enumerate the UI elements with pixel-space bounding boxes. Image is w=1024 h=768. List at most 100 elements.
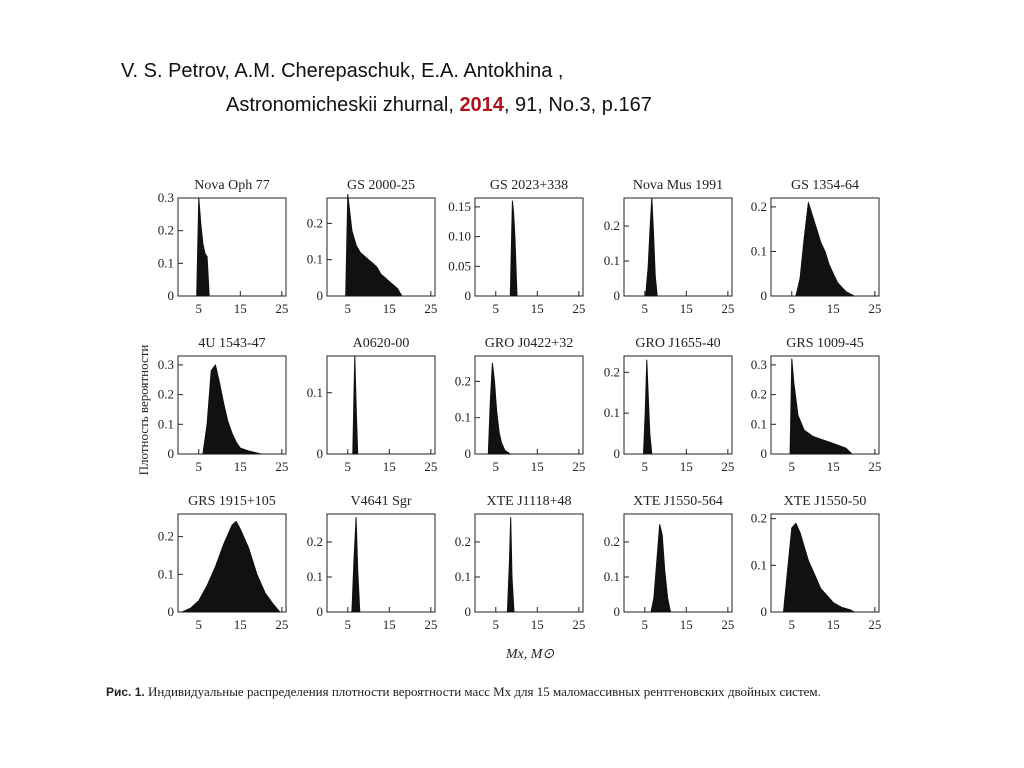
x-tick-label: 25 <box>868 301 881 316</box>
y-tick-label: 0 <box>168 604 175 619</box>
y-tick-label: 0 <box>168 446 175 461</box>
x-tick-label: 5 <box>345 459 352 474</box>
panel-12: V4641 Sgr 0 0.1 0.2 5 15 25 <box>307 494 438 632</box>
x-tick-label: 15 <box>383 301 396 316</box>
x-tick-label: 5 <box>345 617 352 632</box>
x-tick-label: 25 <box>572 617 585 632</box>
x-tick-label: 25 <box>275 617 288 632</box>
x-tick-label: 15 <box>680 301 693 316</box>
distribution-area <box>645 197 658 297</box>
x-tick-label: 5 <box>493 617 500 632</box>
x-tick-label: 25 <box>572 301 585 316</box>
panel-title: GRO J1655-40 <box>635 336 720 351</box>
y-tick-label: 0 <box>761 604 768 619</box>
x-tick-label: 25 <box>721 617 734 632</box>
distribution-area <box>345 193 403 297</box>
x-tick-label: 15 <box>531 617 544 632</box>
distribution-area <box>509 200 518 297</box>
x-tick-label: 25 <box>275 301 288 316</box>
y-tick-label: 0 <box>317 604 324 619</box>
panel-title: XTE J1118+48 <box>486 494 571 509</box>
y-tick-label: 0.10 <box>448 229 471 244</box>
y-tick-label: 0 <box>614 288 621 303</box>
y-tick-label: 0.2 <box>604 534 620 549</box>
panel-title: A0620-00 <box>353 336 410 351</box>
x-tick-label: 5 <box>642 301 649 316</box>
citation-volume-pages: , 91, No.3, p.167 <box>503 94 652 116</box>
x-tick-label: 5 <box>196 301 203 316</box>
y-tick-label: 0.2 <box>604 364 620 379</box>
distribution-area <box>181 521 281 613</box>
x-tick-label: 25 <box>424 459 437 474</box>
y-tick-label: 0.2 <box>751 199 767 214</box>
distribution-area <box>650 524 671 613</box>
y-tick-label: 0.1 <box>751 243 767 258</box>
y-tick-label: 0.2 <box>751 387 767 402</box>
y-tick-label: 0.1 <box>158 566 174 581</box>
distribution-area <box>783 522 855 613</box>
panel-4: Nova Mus 1991 0 0.1 0.2 5 15 25 <box>604 178 735 316</box>
distribution-area <box>789 358 853 455</box>
x-tick-label: 5 <box>642 617 649 632</box>
panel-title: GS 2023+338 <box>490 178 568 193</box>
y-tick-label: 0.2 <box>158 529 174 544</box>
panel-title: XTE J1550-564 <box>633 494 723 509</box>
citation-line-2: Astronomicheskii zhurnal, 2014, 91, No.3… <box>226 94 652 117</box>
citation-year: 2014 <box>459 94 504 116</box>
panel-frame <box>623 513 733 613</box>
y-tick-label: 0.2 <box>158 387 174 402</box>
y-tick-label: 0 <box>317 446 324 461</box>
y-tick-label: 0.05 <box>448 258 471 273</box>
y-tick-label: 0.15 <box>448 199 471 214</box>
x-tick-label: 15 <box>827 301 840 316</box>
citation-line-1: V. S. Petrov, A.M. Cherepaschuk, E.A. An… <box>121 60 564 82</box>
panel-15: XTE J1550-50 0 0.1 0.2 5 15 25 <box>751 494 882 632</box>
mass-distribution-figure: Плотность вероятности Mx, M⊙ Nova Oph 77… <box>136 178 882 662</box>
distribution-area <box>506 517 515 613</box>
caption-label: Рис. 1. <box>106 685 145 699</box>
x-tick-label: 5 <box>493 459 500 474</box>
distribution-area <box>487 362 511 455</box>
y-tick-label: 0.3 <box>751 357 767 372</box>
y-tick-label: 0.1 <box>307 385 323 400</box>
figure-x-axis-label: Mx, M⊙ <box>505 647 555 662</box>
citation-journal: Astronomicheskii zhurnal, <box>226 94 460 116</box>
y-tick-label: 0 <box>465 288 472 303</box>
y-tick-label: 0.1 <box>158 255 174 270</box>
y-tick-label: 0.2 <box>307 215 323 230</box>
panel-14: XTE J1550-564 0 0.1 0.2 5 15 25 <box>604 494 735 632</box>
panel-frame <box>474 355 584 455</box>
y-tick-label: 0.3 <box>158 190 174 205</box>
y-tick-label: 0.1 <box>307 569 323 584</box>
panel-frame <box>326 513 436 613</box>
y-tick-label: 0.1 <box>158 416 174 431</box>
panel-7: A0620-00 0 0.1 5 15 25 <box>307 336 438 474</box>
x-tick-label: 25 <box>721 301 734 316</box>
panel-10: GRS 1009-45 0 0.1 0.2 0.3 5 15 25 <box>751 336 882 474</box>
panel-frame <box>474 197 584 297</box>
x-tick-label: 5 <box>642 459 649 474</box>
x-tick-label: 15 <box>680 459 693 474</box>
x-tick-label: 15 <box>234 617 247 632</box>
panel-title: GS 1354-64 <box>791 178 859 193</box>
y-tick-label: 0.1 <box>455 410 471 425</box>
distribution-area <box>643 359 653 455</box>
panel-frame <box>770 355 880 455</box>
y-tick-label: 0 <box>614 604 621 619</box>
panel-frame <box>474 513 584 613</box>
panel-13: XTE J1118+48 0 0.1 0.2 5 15 25 <box>455 494 586 632</box>
x-tick-label: 25 <box>424 301 437 316</box>
x-tick-label: 15 <box>531 459 544 474</box>
x-tick-label: 25 <box>275 459 288 474</box>
x-tick-label: 15 <box>827 459 840 474</box>
y-tick-label: 0.1 <box>604 253 620 268</box>
y-tick-label: 0.1 <box>604 569 620 584</box>
x-tick-label: 25 <box>868 617 881 632</box>
y-tick-label: 0.3 <box>158 357 174 372</box>
y-tick-label: 0 <box>614 446 621 461</box>
figure-y-axis-label: Плотность вероятности <box>136 345 151 476</box>
y-tick-label: 0.2 <box>751 511 767 526</box>
panel-title: GRS 1009-45 <box>786 336 863 351</box>
y-tick-label: 0.1 <box>751 557 767 572</box>
panel-title: GS 2000-25 <box>347 178 415 193</box>
